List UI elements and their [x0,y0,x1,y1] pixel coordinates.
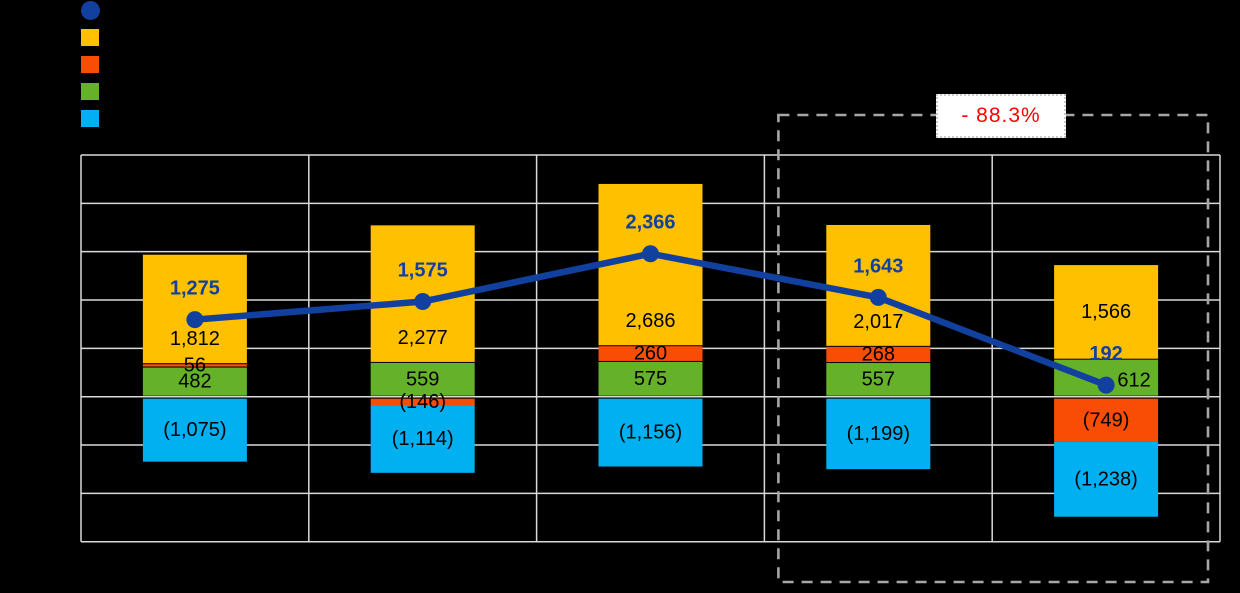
line-point-1-label: 1,275 [170,278,220,300]
series-cyan-swatch-icon [81,110,99,127]
bar-2-green-label: 559 [406,368,439,390]
bar-1-orange-segment [142,364,247,367]
line-point-1 [186,311,204,329]
bar-5-orange-segment [1054,398,1159,442]
bar-1-green-label: 482 [178,371,211,393]
legend-item-net-total-line [81,1,108,20]
bar-3-green-segment [598,361,703,396]
bar-1-green-segment [142,367,247,396]
bar-2-green-segment [370,362,475,396]
change-callout-text: - 88.3% [961,104,1041,127]
bar-1-yellow-label: 1,812 [170,328,220,350]
bar-2-cyan-segment [370,405,475,473]
bar-4-yellow-label: 2,017 [853,311,903,333]
series-green-swatch-icon [81,83,99,100]
bar-2-yellow-label: 2,277 [398,327,448,349]
bar-3-yellow-segment [598,183,703,346]
bar-3-cyan-segment [598,398,703,467]
bar-1-cyan-segment [142,398,247,462]
bar-5-yellow-label: 1,566 [1081,301,1131,323]
bar-4-orange-segment [826,346,931,363]
line-point-3-label: 2,366 [625,212,675,234]
change-callout: - 88.3% [936,94,1066,138]
bar-3-yellow-label: 2,686 [625,310,675,332]
bar-3-cyan-label: (1,156) [619,422,682,444]
legend-item-series-green [81,83,108,100]
bar-5-orange-label: (749) [1083,409,1130,431]
bar-4-green-segment [826,363,931,396]
bar-4-yellow-segment [826,224,931,346]
bar-4-green-label: 557 [862,368,895,390]
line-point-3 [642,245,659,263]
bar-1-cyan-label: (1,075) [163,419,226,441]
bar-5-yellow-segment [1054,265,1159,359]
net-total-line-group [186,245,1115,394]
bar-2-cyan-label: (1,114) [392,428,454,450]
bar-4-orange-label: 268 [862,343,895,365]
bar-1-yellow-segment [142,254,247,364]
legend-item-series-cyan [81,110,108,127]
bar-5-cyan-label: (1,238) [1074,468,1137,490]
legend [81,1,108,137]
legend-item-series-yellow [81,29,108,46]
bar-3-orange-label: 260 [634,343,667,365]
bar-2-orange-segment [370,398,475,406]
line-point-5 [1097,376,1115,394]
net-total-line-swatch-icon [81,1,100,20]
bar-5-green-label: 612 [1117,370,1150,392]
bar-3-orange-segment [598,346,703,361]
series-orange-swatch-icon [81,56,99,73]
legend-item-series-orange [81,56,108,73]
stacked-bars [142,183,1159,517]
bar-2-orange-label: (146) [399,391,446,413]
bar-1-orange-label: 56 [184,354,206,376]
line-point-2-label: 1,575 [398,260,448,282]
bar-3-green-label: 575 [634,368,667,390]
bar-4-cyan-label: (1,199) [847,423,910,445]
line-point-4 [869,288,887,306]
line-point-4-label: 1,643 [853,255,903,277]
bar-5-cyan-segment [1054,441,1159,517]
series-yellow-swatch-icon [81,29,99,46]
line-point-5-label: 192 [1089,343,1122,365]
bar-4-cyan-segment [826,398,931,470]
line-point-2 [414,293,432,311]
